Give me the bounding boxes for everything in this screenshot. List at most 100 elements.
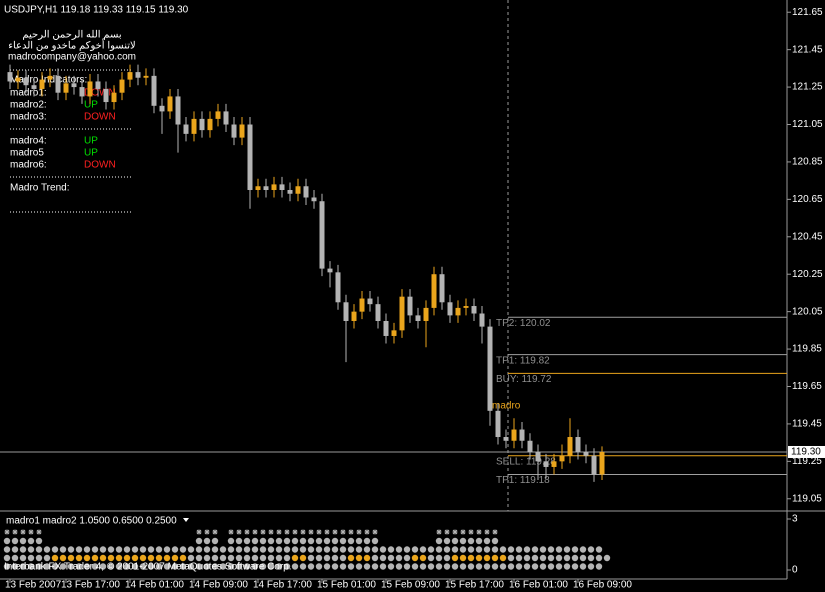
candle-body [511,429,517,441]
signal-dot [67,554,75,562]
x-tick-label: 14 Feb 17:00 [253,580,312,591]
signal-dot [235,563,243,570]
candle-body [207,118,213,131]
signal-dot [603,554,611,562]
signal-dot [467,563,475,570]
signal-dot [227,537,235,545]
signal-dot [67,546,75,553]
signal-dot [227,546,235,553]
signal-dot [443,554,451,562]
signal-dot [307,546,315,553]
signal-dot [35,563,43,570]
signal-dot [275,554,283,562]
signal-dot [315,546,323,553]
signal-dot [587,563,595,570]
indicator-name: madro3: [10,112,47,123]
signal-dot [27,537,35,545]
signal-dot [331,546,339,553]
candle-body [311,197,317,202]
signal-dot [347,537,355,545]
signal-dot [443,537,451,545]
x-tick-label: 16 Feb 01:00 [509,580,568,591]
signal-dot [171,546,179,553]
signal-dot [83,554,91,562]
signal-dot [459,537,467,545]
y-tick-label: 120.25 [792,269,823,280]
candle-body [63,83,69,93]
signal-dot [387,546,395,553]
candle-body [135,72,141,78]
signal-dot [475,554,483,562]
star [36,529,42,535]
signal-dot [59,546,67,553]
candle-body [127,72,133,80]
signal-dot [395,554,403,562]
signal-dot [35,537,43,545]
signal-dot [403,554,411,562]
candle-body [191,118,197,134]
signal-dot [331,563,339,570]
signal-dot [179,546,187,553]
candle-body [359,298,365,312]
signal-dot [371,563,379,570]
candle-body [263,186,269,191]
signal-dot [155,546,163,553]
y-tick-label: 121.65 [792,7,823,18]
star [372,529,378,535]
signal-dot [259,537,267,545]
candle-body [439,274,445,303]
signal-dot [291,563,299,570]
signal-dot [3,537,11,545]
signal-dot [315,554,323,562]
y-tick-label: 119.05 [792,493,822,504]
signal-dot [395,563,403,570]
signal-dot [499,554,507,562]
symbol-header: USDJPY,H1 119.18 119.33 119.15 119.30 [4,5,189,16]
signal-dot [427,546,435,553]
signal-dot [131,546,139,553]
x-tick-label: 15 Feb 01:00 [317,580,376,591]
signal-dot [419,546,427,553]
signal-dot [515,554,523,562]
y-tick-label: 119.25 [792,456,822,467]
signal-dot [51,563,59,570]
signal-dot [379,554,387,562]
star [228,529,234,535]
candle-body [455,307,461,316]
signal-dot [355,563,363,570]
candle-body [367,298,373,305]
signal-dot [163,563,171,570]
signal-dot [43,563,51,570]
signal-dot [291,546,299,553]
x-tick-label: 15 Feb 09:00 [381,580,440,591]
signal-dot [43,546,51,553]
signal-dot [459,554,467,562]
signal-dot [339,537,347,545]
star [268,529,274,535]
indicator-signal: DOWN [84,88,116,99]
candle-body [447,302,453,316]
signal-dot [499,546,507,553]
signal-dot [379,546,387,553]
signal-dot [19,537,27,545]
x-tick-label: 14 Feb 09:00 [189,580,248,591]
signal-dot [491,563,499,570]
signal-dot [555,554,563,562]
candle-body [23,77,29,86]
signal-dot [75,546,83,553]
signal-dot [283,563,291,570]
signal-dot [19,554,27,562]
signal-dot [147,554,155,562]
signal-dot [227,563,235,570]
signal-dot [91,554,99,562]
signal-dot [563,546,571,553]
signal-dot [163,546,171,553]
signal-dot [283,554,291,562]
signal-dot [267,563,275,570]
signal-dot [467,554,475,562]
signal-dot [59,554,67,562]
signal-dot [323,554,331,562]
candle-body [103,88,109,103]
signal-dot [595,563,603,570]
